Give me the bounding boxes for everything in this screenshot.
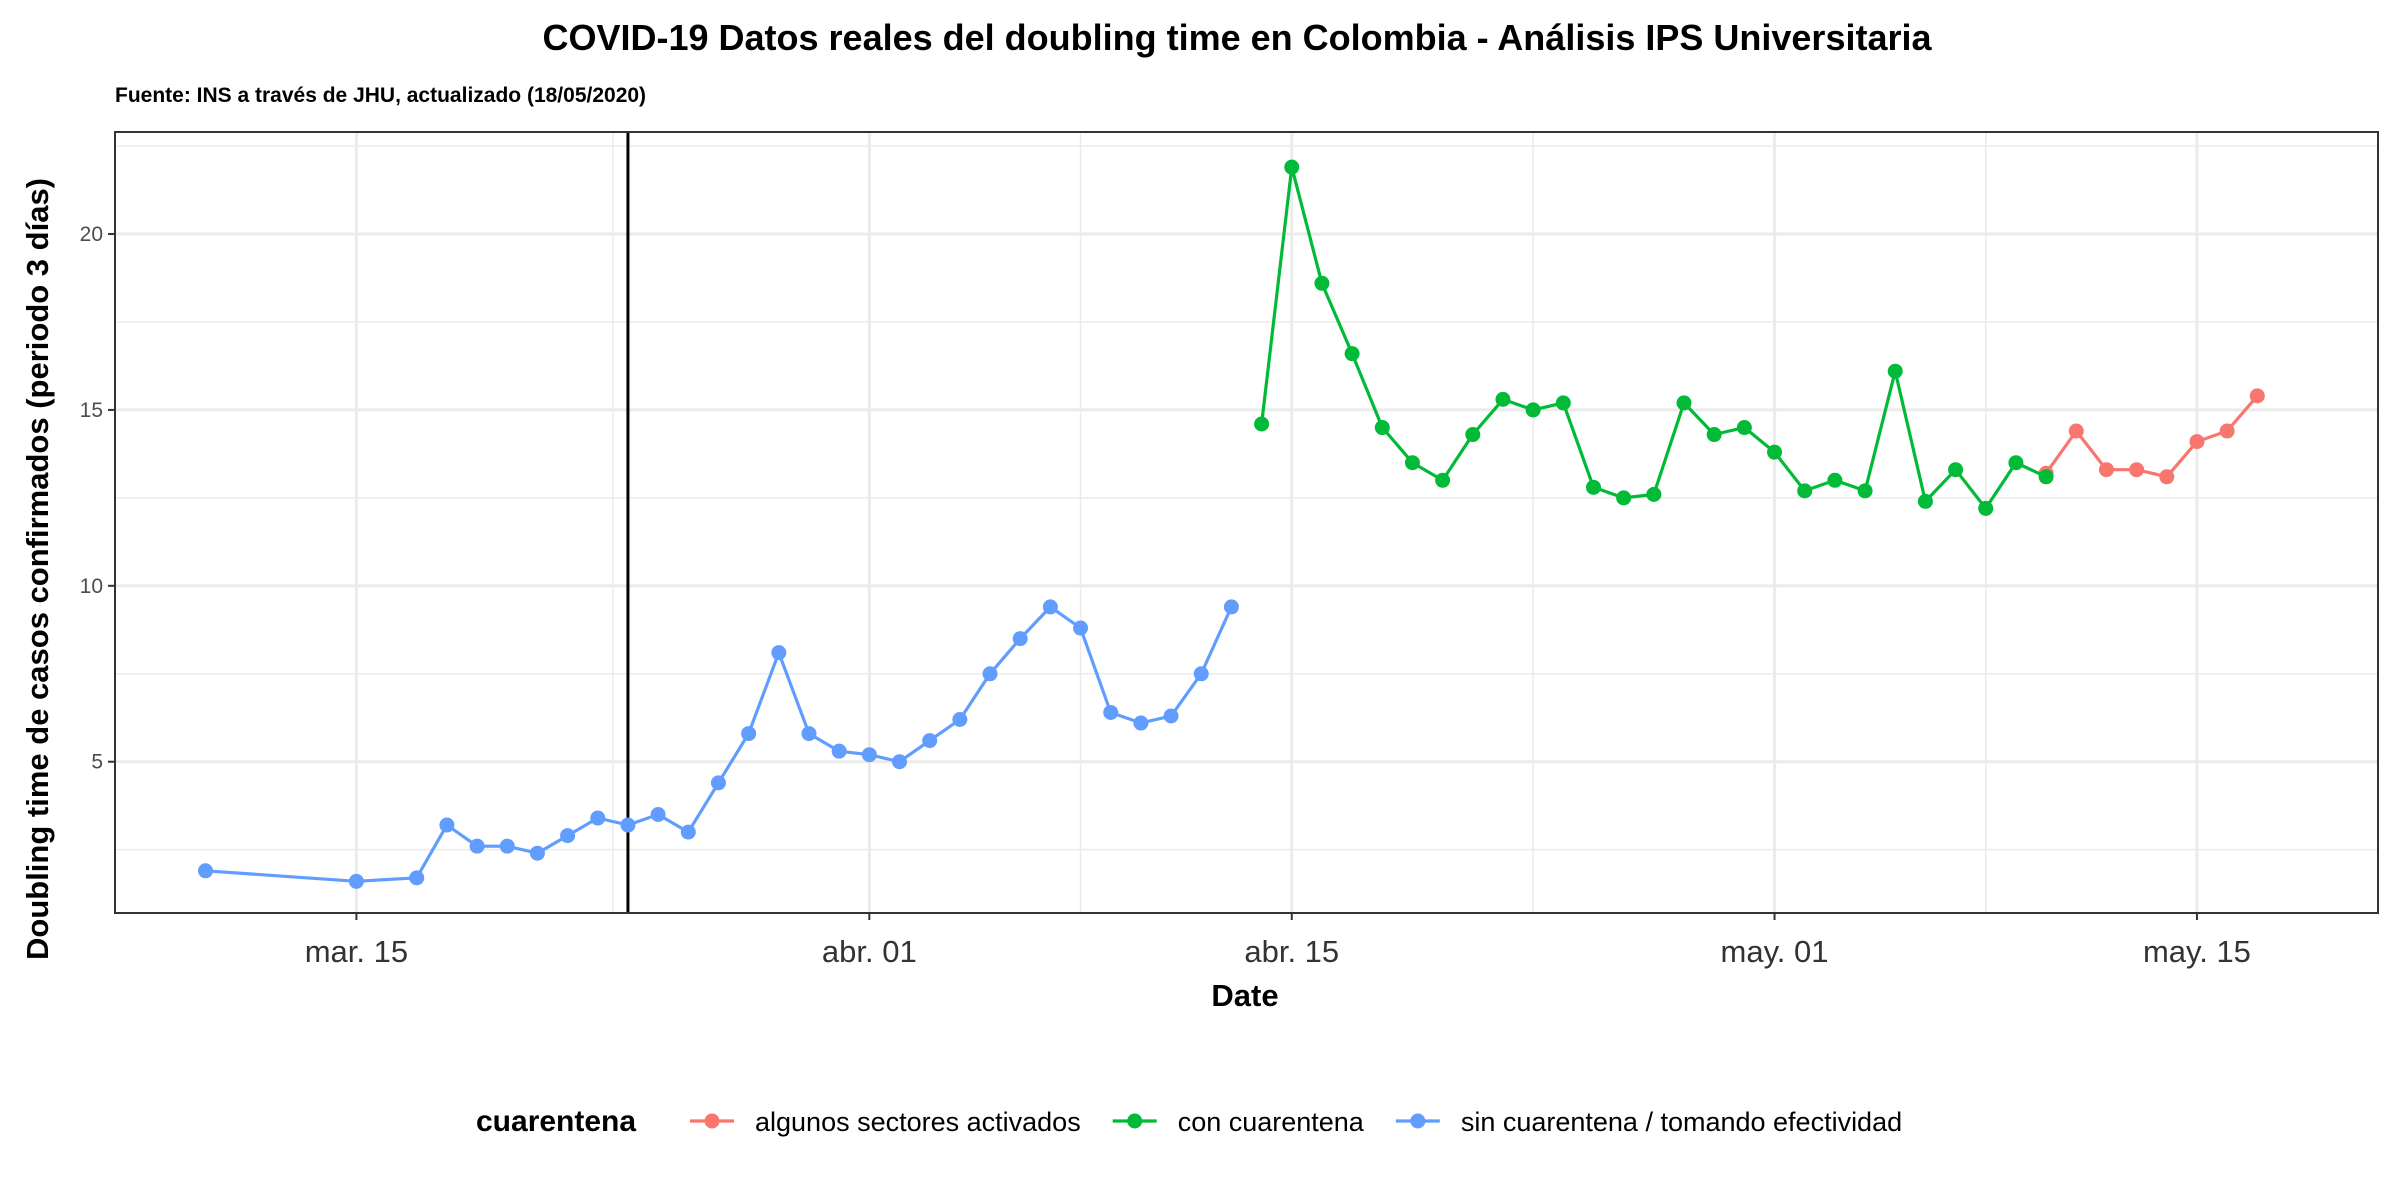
data-point (801, 726, 817, 742)
data-point (198, 863, 214, 879)
data-point (1797, 483, 1813, 499)
data-point (1767, 444, 1783, 460)
data-point (2189, 434, 2205, 450)
data-point (831, 743, 847, 759)
x-tick-label: abr. 01 (822, 934, 917, 969)
plot-border (114, 131, 2379, 914)
data-point (680, 824, 696, 840)
series-line (1260, 165, 2047, 510)
axis-ticks: 5 10 15 20 mar. 15 abr. 01 abr. 15 may. 01 may. … (80, 223, 2251, 969)
data-point (1525, 402, 1541, 418)
data-point (1314, 275, 1330, 291)
data-point (620, 817, 636, 833)
data-point (560, 828, 576, 844)
data-point (2159, 469, 2175, 485)
y-axis-title: Doubling time de casos confirmados (peri… (20, 178, 55, 960)
data-point (1706, 427, 1722, 443)
data-point (1917, 493, 1933, 509)
series-layer (198, 159, 2265, 889)
data-point (2008, 455, 2024, 471)
legend-label: con cuarentena (1178, 1107, 1365, 1137)
legend-key-point (704, 1113, 720, 1129)
data-point (1555, 395, 1571, 411)
data-point (1585, 479, 1601, 495)
data-point (1736, 420, 1752, 436)
data-point (2068, 423, 2084, 439)
data-point (2249, 388, 2265, 404)
data-point (409, 870, 425, 886)
series-line (205, 605, 1233, 883)
data-point (892, 754, 908, 770)
data-point (1887, 363, 1903, 379)
legend-title: cuarentena (476, 1105, 636, 1138)
data-point (1827, 472, 1843, 488)
data-point (1616, 490, 1632, 506)
data-point (1254, 416, 1270, 432)
data-point (1163, 708, 1179, 724)
data-point (348, 873, 364, 889)
legend-key-point (1410, 1113, 1426, 1129)
data-point (1404, 455, 1420, 471)
legend-label: algunos sectores activados (755, 1107, 1081, 1137)
legend-label: sin cuarentena / tomando efectividad (1461, 1107, 1902, 1137)
x-tick-label: may. 15 (2143, 934, 2251, 969)
data-point (2038, 469, 2054, 485)
data-point (1193, 666, 1209, 682)
data-point (2098, 462, 2114, 478)
data-point (1646, 486, 1662, 502)
chart-title: COVID-19 Datos reales del doubling time … (542, 17, 1932, 58)
chart-subtitle: Fuente: INS a través de JHU, actualizado… (115, 84, 646, 107)
y-tick-label: 20 (80, 223, 103, 246)
data-point (1223, 599, 1239, 615)
data-point (952, 712, 968, 728)
data-point (1042, 599, 1058, 615)
data-point (439, 817, 455, 833)
data-point (650, 806, 666, 822)
data-point (469, 838, 485, 854)
data-point (499, 838, 515, 854)
data-point (861, 747, 877, 763)
x-tick-label: may. 01 (1721, 934, 1829, 969)
data-point (1948, 462, 1964, 478)
data-point (1012, 631, 1028, 647)
data-point (741, 726, 757, 742)
y-tick-label: 5 (91, 751, 103, 774)
data-point (1133, 715, 1149, 731)
x-tick-label: mar. 15 (305, 934, 408, 969)
grid (115, 132, 2378, 913)
data-point (1073, 620, 1089, 636)
data-point (1676, 395, 1692, 411)
data-point (1978, 500, 1994, 516)
data-point (1374, 420, 1390, 436)
legend: cuarentena algunos sectores activados con… (476, 1105, 1902, 1138)
data-point (590, 810, 606, 826)
y-tick-label: 15 (80, 399, 103, 422)
data-point (771, 645, 787, 661)
y-tick-label: 10 (80, 575, 103, 598)
data-point (1495, 391, 1511, 407)
data-point (982, 666, 998, 682)
legend-key-point (1127, 1113, 1143, 1129)
data-point (922, 733, 938, 749)
data-point (710, 775, 726, 791)
data-point (529, 845, 545, 861)
data-point (2219, 423, 2235, 439)
data-point (1857, 483, 1873, 499)
data-point (1284, 159, 1300, 175)
x-axis-title: Date (1211, 978, 1278, 1013)
data-point (1344, 346, 1360, 362)
data-point (1435, 472, 1451, 488)
data-point (2129, 462, 2145, 478)
data-point (1103, 704, 1119, 720)
x-tick-label: abr. 15 (1244, 934, 1339, 969)
data-point (1465, 427, 1481, 443)
